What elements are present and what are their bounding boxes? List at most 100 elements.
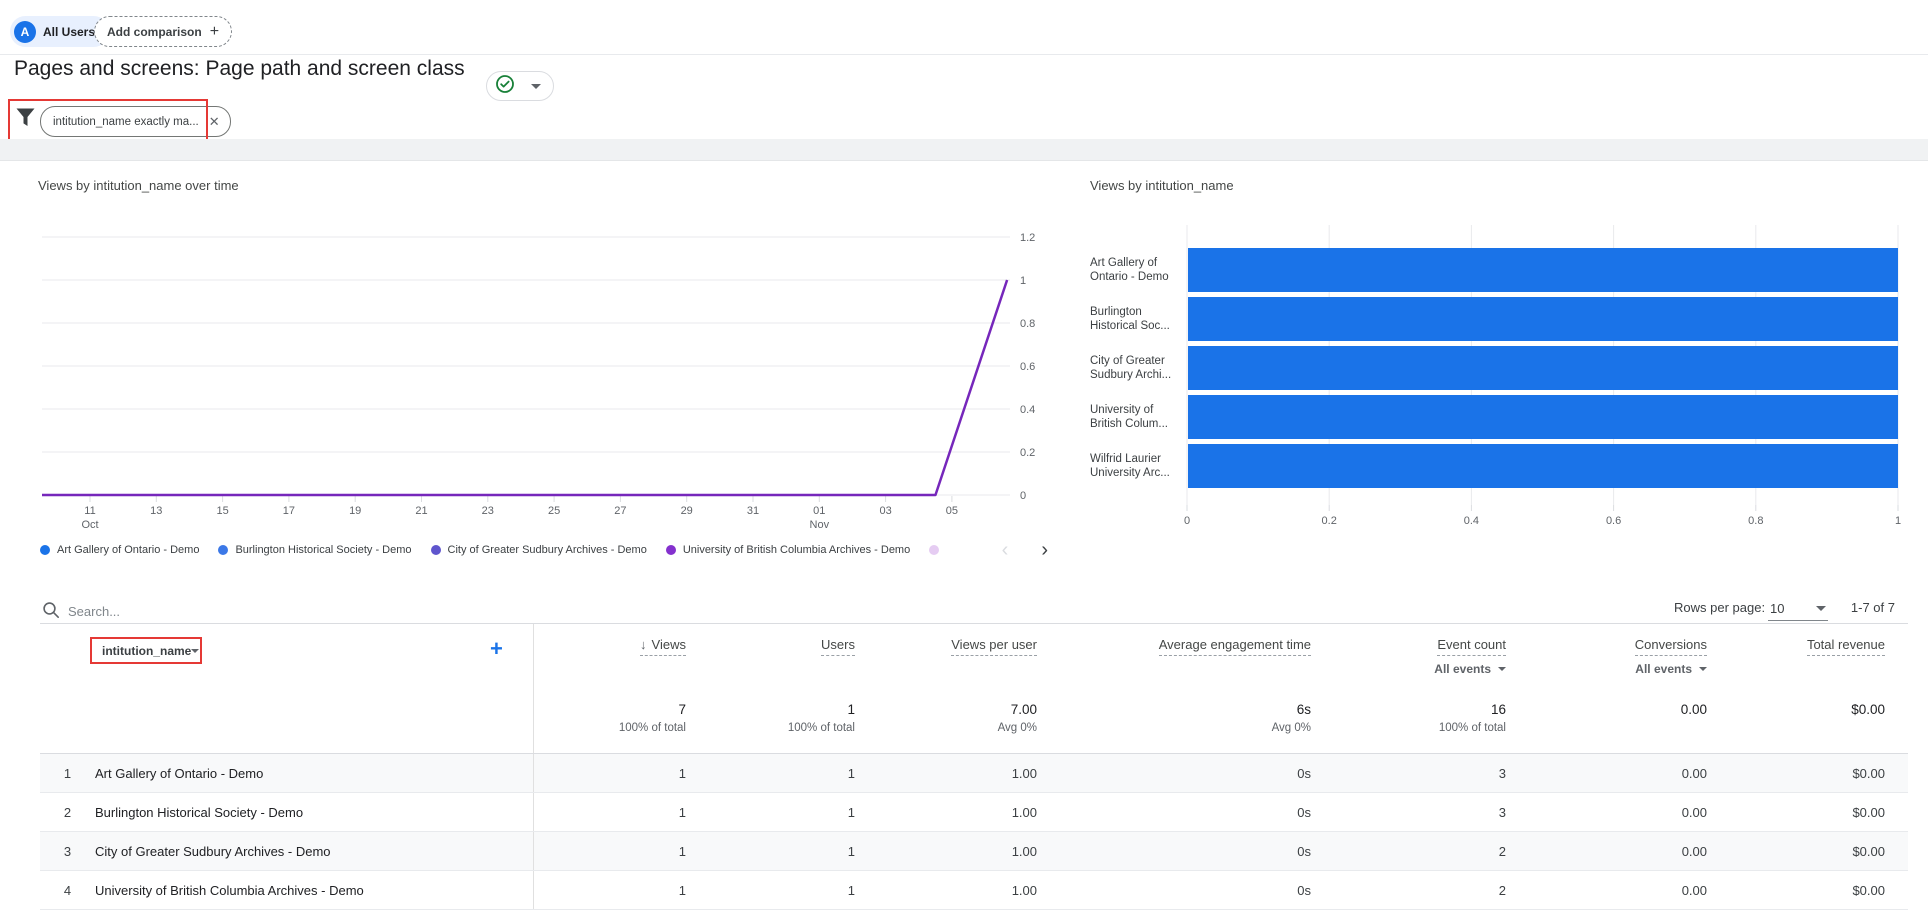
row-metric-value: 1.00 xyxy=(855,753,1037,793)
legend-label: City of Greater Sudbury Archives - Demo xyxy=(447,544,647,556)
dimension-selector-label: intitution_name xyxy=(102,643,192,658)
section-separator xyxy=(0,139,1928,161)
legend-next-icon[interactable]: › xyxy=(1041,539,1048,561)
bar-category-label: University Arc... xyxy=(1090,467,1170,479)
x-axis-month-label: Nov xyxy=(810,519,830,531)
audience-avatar: A xyxy=(14,20,36,43)
row-metric-value: 1 xyxy=(686,831,855,871)
legend-dot xyxy=(218,545,229,555)
check-circle-icon xyxy=(495,74,515,99)
table-row: 2 Burlington Historical Society - Demo 1 1 1… xyxy=(40,792,1908,832)
bar-category-label: City of Greater xyxy=(1090,355,1165,367)
row-metric-value: $0.00 xyxy=(1707,831,1908,871)
y-axis-label: 0.8 xyxy=(1020,318,1035,330)
column-header-conversions: Conversions All events xyxy=(1506,624,1707,688)
all-users-label: All Users xyxy=(43,24,96,39)
filter-chip-label: intitution_name exactly ma... xyxy=(53,115,199,128)
total-conversions: 0.00 xyxy=(1506,688,1707,754)
row-dimension-value: City of Greater Sudbury Archives - Demo xyxy=(95,831,534,871)
row-metric-value: 1 xyxy=(533,831,686,871)
chevron-down-icon xyxy=(1699,667,1707,671)
report-status-pill[interactable] xyxy=(486,71,554,101)
add-comparison-label: Add comparison xyxy=(107,24,202,39)
x-axis-label: 05 xyxy=(946,505,958,517)
topbar-divider xyxy=(0,54,1928,55)
legend-dot xyxy=(665,545,676,555)
y-axis-label: 0.2 xyxy=(1020,447,1035,459)
y-axis-label: 0 xyxy=(1020,490,1026,502)
row-metric-value: 2 xyxy=(1311,870,1506,910)
event-count-filter[interactable]: All events xyxy=(1311,662,1506,676)
line-chart-legend: Art Gallery of Ontario - Demo Burlington … xyxy=(40,540,1048,560)
conversions-filter[interactable]: All events xyxy=(1506,662,1707,676)
page-title: Pages and screens: Page path and screen … xyxy=(14,57,465,80)
row-metric-value: 1 xyxy=(533,792,686,832)
x-axis-month-label: Oct xyxy=(81,519,98,531)
rows-per-page-value: 10 xyxy=(1770,600,1785,616)
row-metric-value: 1 xyxy=(686,870,855,910)
row-number: 2 xyxy=(40,792,95,832)
column-header-views: ↓ Views xyxy=(533,624,686,688)
chevron-down-icon xyxy=(531,83,541,89)
x-axis-label: 15 xyxy=(216,505,228,517)
bar xyxy=(1188,395,1898,439)
bar-category-label: Burlington xyxy=(1090,306,1142,318)
row-metric-value: 0.00 xyxy=(1506,831,1707,871)
legend-dot xyxy=(40,545,50,555)
bar xyxy=(1188,346,1898,390)
total-event-count: 16 100% of total xyxy=(1311,688,1506,754)
table-row: 1 Art Gallery of Ontario - Demo 1 1 1.00 0s 3 0… xyxy=(40,753,1908,793)
row-metric-value: $0.00 xyxy=(1707,753,1908,793)
x-axis-label: 0 xyxy=(1184,515,1190,527)
x-axis-label: 25 xyxy=(548,505,560,517)
close-icon[interactable]: ✕ xyxy=(208,114,220,129)
x-axis-label: 29 xyxy=(681,505,693,517)
x-axis-label: 0.8 xyxy=(1748,515,1763,527)
plus-icon: + xyxy=(209,22,220,40)
legend-prev-icon[interactable]: ‹ xyxy=(1001,539,1009,561)
total-views-per-user: 7.00 Avg 0% xyxy=(855,688,1037,754)
x-axis-label: 0.4 xyxy=(1464,515,1479,527)
rows-per-page-select[interactable]: 10 xyxy=(1768,596,1828,621)
legend-overflow-dot xyxy=(929,545,940,555)
y-axis-label: 0.4 xyxy=(1020,404,1035,416)
x-axis-label: 27 xyxy=(614,505,626,517)
line-chart-title: Views by intitution_name over time xyxy=(38,178,239,193)
x-axis-label: 21 xyxy=(415,505,427,517)
series-line xyxy=(42,279,1009,497)
dimension-header-cell: intitution_name + xyxy=(40,624,534,688)
bar xyxy=(1188,297,1898,341)
row-metric-value: 0s xyxy=(1037,753,1311,793)
bar-chart-title: Views by intitution_name xyxy=(1090,178,1234,193)
row-metric-value: 1.00 xyxy=(855,870,1037,910)
row-dimension-value: Art Gallery of Ontario - Demo xyxy=(95,753,534,793)
toolbar-divider xyxy=(40,623,1908,624)
bar-chart: 0 0.2 0.4 0.6 0.8 1 Art Gallery of Ontario - De… xyxy=(1090,225,1901,527)
legend-label: Art Gallery of Ontario - Demo xyxy=(57,544,200,556)
bar xyxy=(1188,444,1898,488)
row-metric-value: 1 xyxy=(686,792,855,832)
row-metric-value: 2 xyxy=(1311,831,1506,871)
legend-item: City of Greater Sudbury Archives - Demo xyxy=(430,544,647,556)
all-users-chip[interactable]: A All Users xyxy=(10,16,110,47)
pagination-range: 1-7 of 7 xyxy=(1850,600,1895,615)
row-metric-value: 0s xyxy=(1037,831,1311,871)
search-input[interactable] xyxy=(66,598,430,624)
filter-chip[interactable]: intitution_name exactly ma... ✕ xyxy=(40,106,231,137)
row-metric-value: 3 xyxy=(1311,792,1506,832)
total-avg-engagement: 6s Avg 0% xyxy=(1037,688,1311,754)
row-metric-value: 0s xyxy=(1037,792,1311,832)
add-dimension-button[interactable]: + xyxy=(490,636,503,661)
row-dimension-value: University of British Columbia Archives … xyxy=(95,870,534,910)
bar-category-label: Historical Soc... xyxy=(1090,320,1170,332)
total-revenue: $0.00 xyxy=(1707,688,1908,754)
add-comparison-chip[interactable]: Add comparison + xyxy=(94,16,233,47)
row-metric-value: 1 xyxy=(533,870,686,910)
column-header-total-revenue: Total revenue xyxy=(1707,624,1908,688)
row-number: 1 xyxy=(40,753,95,793)
y-axis-label: 1.2 xyxy=(1020,232,1035,244)
rows-per-page-label: Rows per page: xyxy=(1674,600,1766,615)
dimension-selector[interactable]: intitution_name xyxy=(90,637,202,664)
row-metric-value: $0.00 xyxy=(1707,792,1908,832)
totals-row: 7 100% of total 1 100% of total 7.00 Avg 0%… xyxy=(40,688,1908,754)
